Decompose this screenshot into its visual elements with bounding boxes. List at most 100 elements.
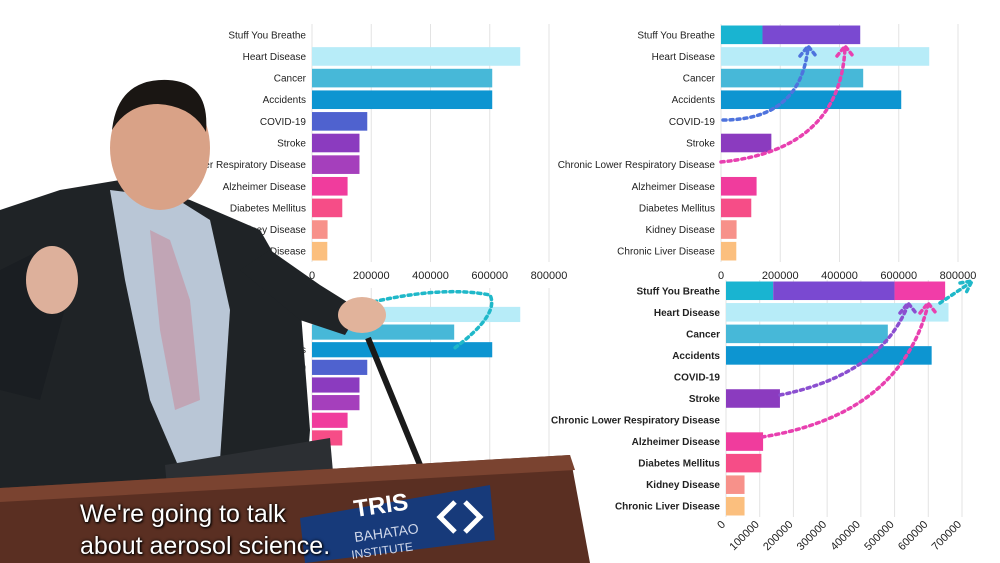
x-tick-label: 700000 (930, 519, 964, 553)
bar-chronic-lower-respiratory-disease (312, 395, 360, 411)
speaker-photo: TRIS BAHATAO INSTITUTE (0, 79, 590, 563)
category-label-stuff-you-breathe: Stuff You Breathe (636, 286, 720, 297)
category-label-covid-19: COVID-19 (669, 117, 716, 128)
category-label-covid-19: COVID-19 (674, 372, 721, 383)
bar-chronic-liver-disease-part-1 (726, 496, 745, 516)
bar-stroke-part-1 (721, 133, 772, 153)
bar-chronic-lower-respiratory-disease (312, 155, 360, 174)
x-tick-label: 800000 (531, 270, 568, 282)
arrow-covid-to-stuff (721, 43, 818, 122)
speaker-left-hand (26, 246, 78, 314)
category-label-chronic-lower-respiratory-disease: Chronic Lower Respiratory Disease (558, 160, 716, 171)
bar-kidney-disease-part-1 (721, 220, 737, 239)
category-label-alzheimer-disease: Alzheimer Disease (632, 182, 716, 193)
bar-chronic-liver-disease-part-1 (721, 241, 737, 261)
bar-cancer-part-1 (721, 68, 864, 88)
bar-diabetes-mellitus-part-1 (726, 453, 762, 473)
bar-heart-disease (312, 47, 521, 66)
speaker-right-hand (338, 297, 386, 333)
category-label-alzheimer-disease: Alzheimer Disease (223, 182, 307, 193)
bar-stroke (312, 377, 360, 393)
speaker-hair (112, 79, 207, 132)
x-tick-label: 200000 (761, 519, 795, 553)
category-label-accidents: Accidents (672, 351, 720, 362)
bar-kidney-disease (312, 220, 328, 239)
bar-kidney-disease-part-1 (726, 475, 745, 494)
bar-chart-top-left: Stuff You Breathe Heart Disease Cancer Acci… (196, 24, 568, 282)
category-label-alzheimer-disease: Alzheimer Disease (632, 437, 721, 448)
category-label-chronic-lower-respiratory-disease: wer Respiratory Disease (196, 160, 306, 171)
category-label-heart-disease: Heart Disease (652, 52, 716, 63)
x-tick-label: 600000 (880, 270, 917, 282)
x-tick-label: 800000 (940, 270, 977, 282)
bar-stuff-you-breathe-part-1 (726, 281, 774, 301)
bar-diabetes-mellitus (312, 198, 343, 218)
x-tick-label: 400000 (821, 270, 858, 282)
caption-line-1: We're going to talk (80, 500, 286, 528)
bar-stroke (312, 133, 360, 153)
bar-chart-bottom-right: Stuff You Breathe Heart Disease Cancer Acci… (551, 278, 976, 553)
category-label-cancer: Cancer (274, 74, 307, 85)
bar-alzheimer-disease (312, 176, 348, 196)
category-label-accidents: Accidents (263, 95, 306, 106)
x-tick-label: 200000 (762, 270, 799, 282)
category-label-stroke: Stroke (277, 139, 306, 150)
category-label-stuff-you-breathe: Stuff You Breathe (637, 30, 715, 41)
category-label-chronic-liver-disease: Liver Disease (245, 247, 306, 258)
x-tick-label: 600000 (471, 270, 508, 282)
bar-accidents-part-1 (726, 346, 932, 365)
x-tick-label: 200000 (353, 270, 390, 282)
bar-cancer-part-1 (726, 324, 888, 344)
bar-accidents (312, 342, 493, 358)
category-label-cancer: Cancer (686, 329, 720, 340)
category-label-kidney-disease: Kidney Disease (237, 225, 307, 236)
category-label-chronic-liver-disease: Chronic Liver Disease (617, 247, 715, 258)
category-label-chronic-lower-respiratory-disease: Chronic Lower Respiratory Disease (551, 416, 720, 427)
category-label-diabetes-mellitus: Diabetes Mellitus (638, 459, 720, 470)
bar-covid-19 (312, 112, 368, 131)
category-label-stroke: Stroke (689, 394, 721, 405)
arrow-stuff-tip (938, 278, 976, 305)
bar-accidents (312, 90, 493, 110)
x-tick-label: 600000 (896, 519, 930, 553)
x-tick-label: 100000 (727, 519, 761, 553)
bar-stuff-you-breathe-part-2 (773, 281, 895, 301)
category-label-heart-disease: Heart Disease (654, 308, 721, 319)
x-tick-label: 0 (715, 519, 728, 532)
x-tick-label: 0 (718, 270, 724, 282)
category-label-accidents: Accidents (672, 95, 715, 106)
bar-diabetes-mellitus-part-1 (721, 198, 752, 218)
arrow-clrd-to-stuff (719, 43, 855, 164)
category-label-diabetes-mellitus: Diabetes Mellitus (230, 203, 306, 214)
category-label-heart-disease: Heart Disease (243, 52, 307, 63)
category-label-diabetes-mellitus: Diabetes Mellitus (639, 203, 715, 214)
bar-covid-19 (312, 359, 368, 375)
category-label-covid-19: COVID-19 (260, 117, 307, 128)
bar-heart-disease-part-1 (726, 303, 949, 322)
category-label-stroke: Stroke (686, 139, 715, 150)
caption-line-2: about aerosol science. (80, 532, 331, 560)
bar-chart-top-right: Stuff You Breathe Heart Disease Cancer Acci… (558, 24, 977, 282)
bar-alzheimer-disease-part-1 (726, 432, 764, 451)
microphone (365, 336, 423, 467)
bar-accidents-part-1 (721, 90, 902, 110)
bar-stroke-part-1 (726, 389, 780, 408)
bar-stuff-you-breathe-part-3 (894, 281, 946, 301)
category-label-stuff-you-breathe: Stuff You Breathe (228, 30, 306, 41)
x-tick-label: 400000 (412, 270, 449, 282)
bar-stuff-you-breathe-part-1 (721, 25, 763, 45)
bar-heart-disease-part-1 (721, 47, 930, 66)
arrow-loop-bottom-left (358, 289, 494, 352)
category-label-kidney-disease: Kidney Disease (646, 480, 720, 491)
podium-sign: TRIS BAHATAO INSTITUTE (300, 485, 495, 563)
x-tick-label: 500000 (862, 519, 896, 553)
category-label-cancer: Cancer (683, 74, 716, 85)
bar-chronic-liver-disease (312, 241, 328, 261)
category-label-chronic-liver-disease: Chronic Liver Disease (615, 502, 720, 513)
x-tick-label: 300000 (795, 519, 829, 553)
video-caption: We're going to talk about aerosol scienc… (80, 498, 380, 562)
x-tick-label: 0 (309, 270, 315, 282)
arrow-stroke-to-stuff (778, 300, 918, 397)
bar-alzheimer-disease (312, 412, 348, 428)
x-tick-label: 400000 (829, 519, 863, 553)
